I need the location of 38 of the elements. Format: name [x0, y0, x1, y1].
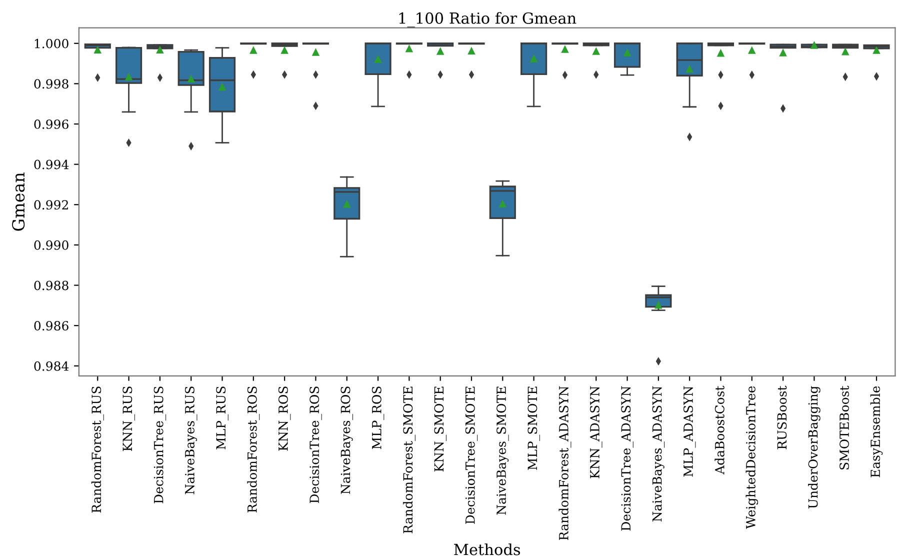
x-tick-label: RandomForest_ROS	[247, 386, 260, 512]
x-tick-label: DecisionTree_ADASYN	[621, 386, 634, 531]
y-tick-label: 0.990	[34, 240, 68, 250]
x-tick-label: NaiveBayes_ADASYN	[652, 386, 665, 522]
x-tick-label: NaiveBayes_RUS	[184, 386, 198, 494]
x-tick-label: DecisionTree_RUS	[154, 386, 166, 504]
y-tick-label: 0.986	[34, 321, 68, 331]
x-tick-label: NaiveBayes_SMOTE	[496, 386, 509, 515]
x-tick-label: DecisionTree_ROS	[310, 386, 322, 503]
x-tick-label: KNN_ADASYN	[590, 386, 602, 478]
y-tick-label: 0.994	[34, 160, 69, 170]
y-tick-label: 0.992	[34, 200, 68, 210]
y-tick-label: 1.000	[34, 38, 68, 48]
x-tick-label: WeightedDecisionTree	[746, 386, 758, 529]
y-tick-label: 0.984	[34, 361, 69, 371]
x-tick-label: RandomForest_ADASYN	[558, 386, 572, 540]
x-tick-label: RandomForest_RUS	[91, 386, 104, 513]
x-tick-label: RandomForest_SMOTE	[402, 386, 416, 534]
y-tick-label: 0.988	[34, 280, 68, 290]
chart-title: 1_100 Ratio for Gmean	[399, 12, 576, 28]
y-tick-label: 0.996	[34, 119, 68, 129]
x-axis-title: Methods	[454, 543, 520, 556]
x-tick-label: AdaBoostCost	[714, 386, 724, 474]
x-tick-label: EasyEnsemble	[870, 386, 883, 478]
x-tick-label: KNN_SMOTE	[434, 386, 446, 472]
y-axis-title: Gmean	[12, 172, 25, 231]
x-tick-label: MLP_ADASYN	[683, 386, 696, 477]
x-tick-label: UnderOverBagging	[808, 386, 820, 508]
x-tick-label: DecisionTree_SMOTE	[465, 386, 478, 524]
x-tick-label: MLP_RUS	[216, 386, 228, 450]
x-tick-label: KNN_ROS	[278, 386, 291, 451]
y-tick-label: 0.998	[34, 79, 68, 89]
x-tick-label: MLP_ROS	[372, 386, 384, 450]
x-tick-label: NaiveBayes_ROS	[340, 386, 353, 494]
x-tick-label: MLP_SMOTE	[528, 386, 540, 470]
x-tick-label: KNN_RUS	[122, 386, 135, 451]
x-tick-label: SMOTEBoost	[840, 386, 849, 470]
x-tick-label: RUSBoost	[777, 386, 787, 450]
